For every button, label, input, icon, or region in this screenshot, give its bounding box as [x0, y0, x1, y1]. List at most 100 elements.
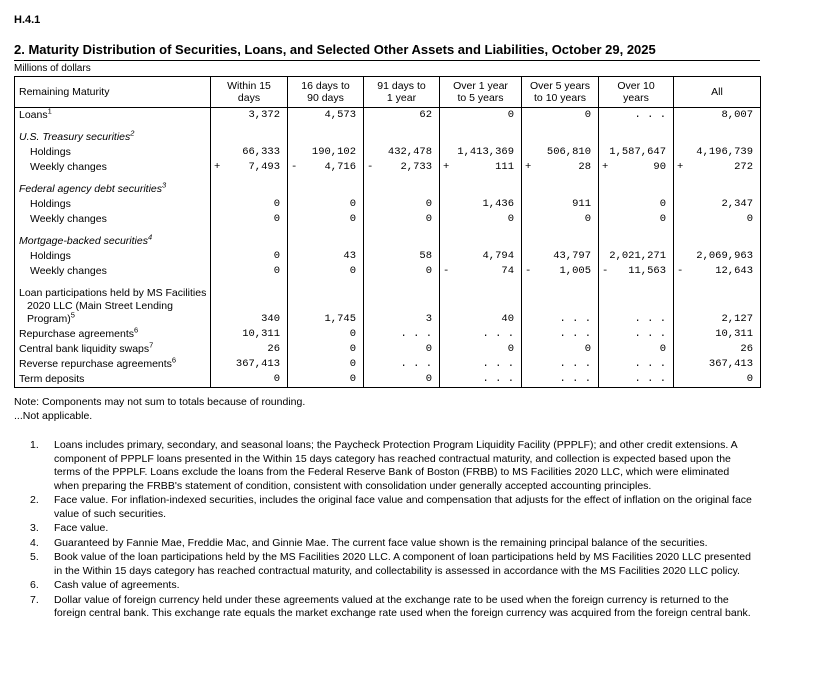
- change-sign: -: [367, 161, 374, 173]
- row-label: Holdings: [14, 197, 211, 212]
- value-cell: -1,005: [521, 264, 599, 279]
- value-cell: 0: [210, 372, 288, 388]
- table-row: Holdings 0 43 58 4,794 43,797 2,021,271 2,069,9…: [14, 249, 761, 264]
- table-row: Reverse repurchase agreements6 367,413 0. …: [14, 356, 761, 372]
- value-cell: 0: [439, 212, 522, 227]
- value-cell: -4,716: [287, 160, 364, 175]
- footnote-number: 6.: [30, 579, 39, 591]
- value-cell: 4,794: [439, 249, 522, 264]
- value-cell: [287, 227, 364, 249]
- table-row: Weekly changes 0 0 0 0 0 0 0: [14, 212, 761, 227]
- table-row: Loan participations held by MS Facilitie…: [14, 279, 761, 327]
- row-label: Holdings: [14, 145, 211, 160]
- value-cell: -2,733: [363, 160, 440, 175]
- value-cell: [673, 227, 761, 249]
- column-header: Within 15 days: [210, 76, 288, 108]
- value-cell: 0: [363, 212, 440, 227]
- footnote-item: 5. Book value of the loan participations …: [30, 551, 802, 578]
- value-cell: 0: [287, 342, 364, 357]
- value-cell: 0: [673, 372, 761, 388]
- table-row: Term deposits 0 0 0. . .. . .. . .0: [14, 372, 761, 388]
- footnote-number: 7.: [30, 593, 39, 606]
- change-sign: -: [291, 161, 298, 173]
- value-cell: 0: [439, 107, 522, 123]
- change-sign: +: [602, 161, 609, 173]
- table-notes: Note: Components may not sum to totals b…: [14, 395, 802, 423]
- row-label: Loans1: [14, 107, 211, 123]
- value-cell: 0: [210, 264, 288, 279]
- footnote-item: 1. Loans includes primary, secondary, and…: [30, 439, 802, 493]
- value-cell: 0: [598, 342, 674, 357]
- value-cell: [439, 175, 522, 197]
- value-cell: 0: [673, 212, 761, 227]
- table-row: Holdings 0 0 0 1,436 911 0 2,347: [14, 197, 761, 212]
- table-row: Federal agency debt securities3: [14, 175, 761, 197]
- note-not-applicable: ...Not applicable.: [14, 410, 93, 422]
- value-cell: [363, 227, 440, 249]
- row-label: Weekly changes: [14, 212, 211, 227]
- value-cell: 1,745: [287, 279, 364, 327]
- value-cell: 0: [521, 342, 599, 357]
- value-cell: 0: [287, 372, 364, 388]
- value-cell: . . .: [521, 327, 599, 342]
- value-cell: 3,372: [210, 107, 288, 123]
- value-cell: [673, 175, 761, 197]
- maturity-table: Remaining Maturity Within 15 days 16 days …: [14, 76, 761, 388]
- value-cell: . . .: [598, 372, 674, 388]
- value-cell: 432,478: [363, 145, 440, 160]
- row-label: Loan participations held by MS Facilitie…: [14, 279, 211, 327]
- footnote-item: 4. Guaranteed by Fannie Mae, Freddie Mac,…: [30, 537, 802, 551]
- change-sign: -: [525, 265, 532, 277]
- value-cell: 0: [521, 107, 599, 123]
- value-cell: 4,196,739: [673, 145, 761, 160]
- value-cell: 0: [598, 212, 674, 227]
- value-cell: 3: [363, 279, 440, 327]
- row-label: Term deposits: [14, 372, 211, 388]
- value-cell: . . .: [598, 107, 674, 123]
- footnote-number: 2.: [30, 494, 39, 506]
- value-cell: +7,493: [210, 160, 288, 175]
- footnote-text: Dollar value of foreign currency held un…: [54, 593, 751, 620]
- value-cell: [363, 123, 440, 145]
- footnote-text: Face value.: [54, 522, 109, 534]
- value-cell: . . .: [439, 372, 522, 388]
- footnote-number: 1.: [30, 439, 39, 451]
- value-cell: [210, 175, 288, 197]
- value-cell: 0: [287, 357, 364, 372]
- value-cell: [521, 227, 599, 249]
- row-label: Weekly changes: [14, 160, 211, 175]
- value-cell: 0: [210, 212, 288, 227]
- value-cell: 0: [363, 342, 440, 357]
- value-cell: 0: [287, 212, 364, 227]
- value-cell: 506,810: [521, 145, 599, 160]
- value-cell: . . .: [439, 357, 522, 372]
- value-cell: 911: [521, 197, 599, 212]
- value-cell: [287, 175, 364, 197]
- value-cell: . . .: [598, 279, 674, 327]
- footnote-text: Loans includes primary, secondary, and s…: [54, 439, 738, 492]
- value-cell: 2,069,963: [673, 249, 761, 264]
- footnote-item: 3. Face value.: [30, 522, 802, 536]
- footnote-marker: 2: [130, 128, 135, 138]
- value-cell: -12,643: [673, 264, 761, 279]
- value-cell: 0: [363, 372, 440, 388]
- value-cell: 43: [287, 249, 364, 264]
- value-cell: [439, 123, 522, 145]
- value-cell: . . .: [521, 357, 599, 372]
- value-cell: 1,587,647: [598, 145, 674, 160]
- column-header: Over 5 years to 10 years: [521, 76, 599, 108]
- value-cell: +28: [521, 160, 599, 175]
- change-sign: +: [214, 161, 221, 173]
- row-label: Weekly changes: [14, 264, 211, 279]
- table-row: Mortgage-backed securities4: [14, 227, 761, 249]
- value-cell: [598, 123, 674, 145]
- value-cell: 62: [363, 107, 440, 123]
- table-header-row: Remaining Maturity Within 15 days 16 days …: [14, 76, 761, 108]
- value-cell: 8,007: [673, 107, 761, 123]
- value-cell: +111: [439, 160, 522, 175]
- footnote-item: 2. Face value. For inflation-indexed secu…: [30, 494, 802, 521]
- table-row: U.S. Treasury securities2: [14, 123, 761, 145]
- footnote-marker: 3: [162, 180, 167, 190]
- footnotes: 1. Loans includes primary, secondary, and…: [14, 439, 802, 621]
- footnote-text: Guaranteed by Fannie Mae, Freddie Mac, a…: [54, 536, 708, 549]
